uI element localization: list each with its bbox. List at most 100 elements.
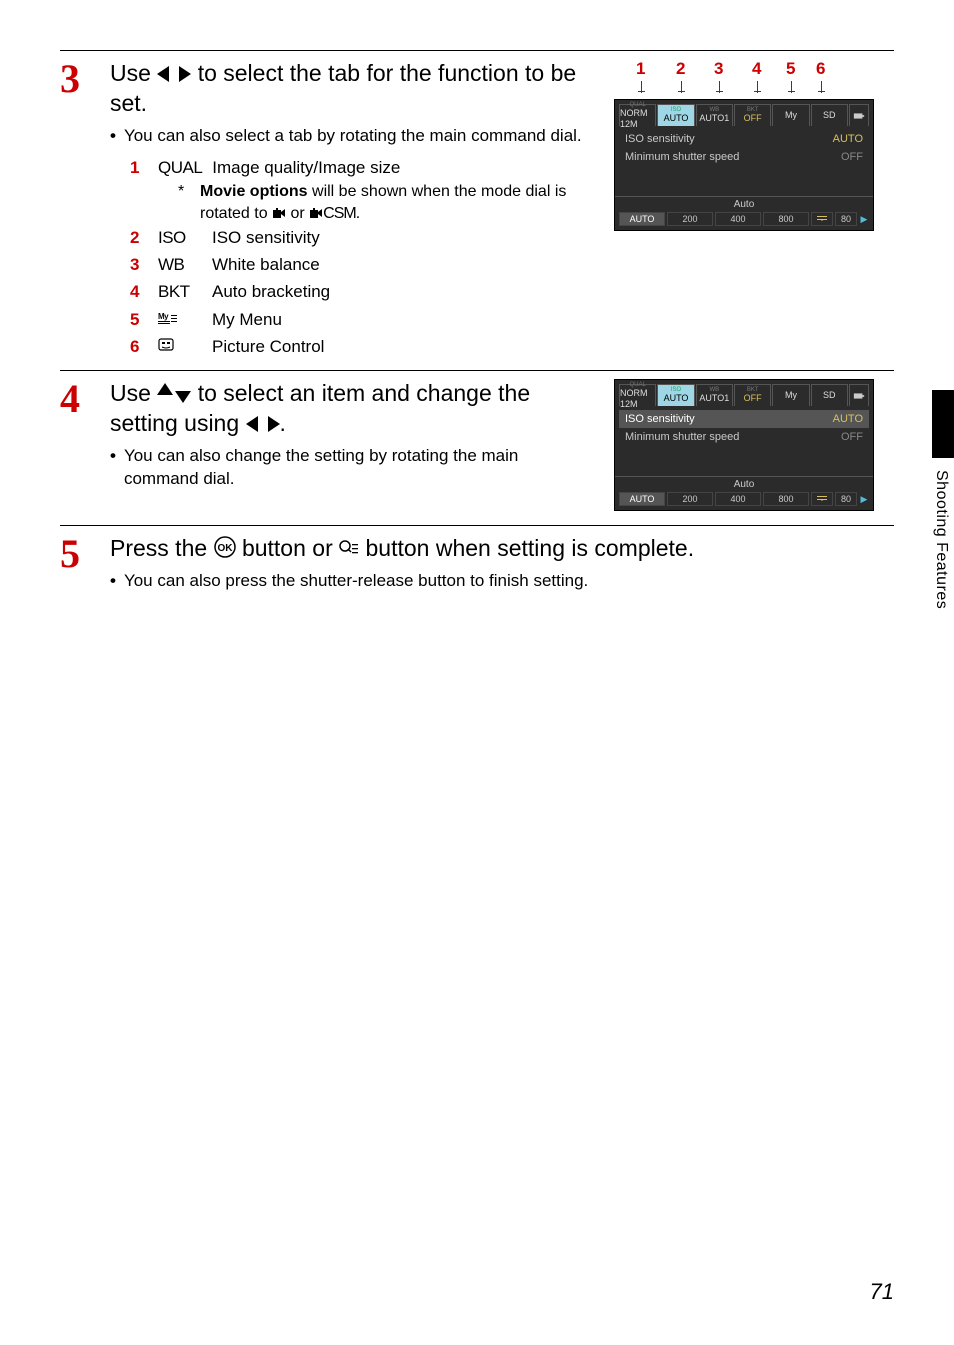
list-item: 1 QUAL Image quality/Image size	[130, 154, 594, 181]
lcd-foot-cell: 800	[763, 212, 809, 226]
lcd-foot-cell	[811, 212, 833, 226]
bullet-dot: •	[110, 445, 116, 491]
lcd-foot-cell: 80	[835, 212, 857, 226]
lcd-foot-cell	[811, 492, 833, 506]
lcd-tab: My	[772, 384, 809, 406]
picture-control-icon	[158, 338, 176, 352]
list-num: 2	[130, 224, 148, 251]
step-3-title: Use to select the tab for the function t…	[110, 59, 594, 119]
bullet-dot: •	[110, 125, 116, 148]
lcd-foot-arrow: ▶	[859, 492, 869, 506]
lcd-tab: QUALNORM 12M	[619, 384, 656, 406]
lcd-panel-1: QUALNORM 12M ISOAUTO WBAUTO1 BKTOFF My S…	[614, 99, 874, 231]
lcd-tab: SD	[811, 384, 848, 406]
lcd-foot-cell: 200	[667, 492, 713, 506]
step-5-bullet: • You can also press the shutter-release…	[110, 570, 894, 593]
left-right-arrows-icon	[157, 65, 191, 83]
lcd-foot-cell: 200	[667, 212, 713, 226]
lcd-tab: QUALNORM 12M	[619, 104, 656, 126]
callout: 2	[676, 59, 685, 79]
step-5: 5 Press the OK button or button when set…	[60, 534, 894, 599]
step-4-bullet-text: You can also change the setting by rotat…	[124, 445, 594, 491]
callout: 4	[752, 59, 761, 79]
step-4-bullet: • You can also change the setting by rot…	[110, 445, 594, 491]
lcd-body: ISO sensitivityAUTO Minimum shutter spee…	[615, 406, 873, 476]
list-item: 5 My My Menu	[130, 306, 594, 333]
list-item: 4 BKT Auto bracketing	[130, 278, 594, 305]
lcd-tab: BKTOFF	[734, 384, 771, 406]
lcd-tab-battery	[849, 104, 869, 126]
lcd-tab: ISOAUTO	[657, 104, 694, 126]
list-text: Picture Control	[212, 333, 324, 360]
movie-icon	[309, 207, 323, 219]
lcd-foot-cell: AUTO	[619, 492, 665, 506]
step-5-title-a: Press the	[110, 535, 214, 561]
lcd-foot-title: Auto	[619, 479, 869, 492]
lcd-foot-title: Auto	[619, 199, 869, 212]
lcd-callouts: 1 2 3 4 5 6	[614, 59, 894, 99]
bullet-dot: •	[110, 570, 116, 593]
lcd-tab: WBAUTO1	[696, 384, 733, 406]
callout: 5	[786, 59, 795, 79]
lcd-foot-cell: 400	[715, 492, 761, 506]
list-item: 6 Picture Control	[130, 333, 594, 360]
lcd-tabs: QUALNORM 12M ISOAUTO WBAUTO1 BKTOFF My S…	[615, 380, 873, 406]
lcd-tab: ISOAUTO	[657, 384, 694, 406]
star-note: * Movie options will be shown when the m…	[178, 181, 594, 224]
list-item: 2 ISO ISO sensitivity	[130, 224, 594, 251]
lcd-foot-cell: 80	[835, 492, 857, 506]
step-3-bullet-text: You can also select a tab by rotating th…	[124, 125, 582, 148]
up-down-arrows-icon	[157, 383, 191, 403]
lcd-panel-2: QUALNORM 12M ISOAUTO WBAUTO1 BKTOFF My S…	[614, 379, 874, 511]
list-num: 3	[130, 251, 148, 278]
side-tab-marker	[932, 390, 954, 458]
rule-top	[60, 50, 894, 51]
lcd-foot-arrow: ▶	[859, 212, 869, 226]
step-5-number: 5	[60, 534, 90, 574]
callout: 1	[636, 59, 645, 79]
lcd-tab: SD	[811, 104, 848, 126]
step-5-title-c: button when setting is complete.	[366, 535, 695, 561]
svg-text:My: My	[158, 312, 169, 321]
list-num: 5	[130, 306, 148, 333]
lcd-tabs: QUALNORM 12M ISOAUTO WBAUTO1 BKTOFF My S…	[615, 100, 873, 126]
step-3-title-a: Use	[110, 60, 157, 86]
movie-icon	[272, 207, 286, 219]
list-text: Image quality/Image size	[212, 154, 400, 181]
list-num: 1	[130, 154, 148, 181]
star-csm: CSM	[323, 205, 356, 222]
star-or: or	[286, 205, 309, 222]
list-text: My Menu	[212, 306, 282, 333]
lcd-tab: WBAUTO1	[696, 104, 733, 126]
step-4-number: 4	[60, 379, 90, 419]
side-tab: Shooting Features	[926, 390, 954, 690]
mymenu-icon: My	[158, 311, 178, 325]
lcd-footer: Auto AUTO 200 400 800 80 ▶	[615, 196, 873, 230]
lcd-foot-cell: 400	[715, 212, 761, 226]
rule-mid2	[60, 525, 894, 526]
step-4-title-c: .	[280, 410, 286, 436]
list-sym: QUAL	[158, 154, 202, 181]
page-number: 71	[870, 1279, 894, 1305]
rule-mid1	[60, 370, 894, 371]
step-4: 4 Use to select an item and change the s…	[60, 379, 894, 511]
list-item: 3 WB White balance	[130, 251, 594, 278]
step-3-figure: 1 2 3 4 5 6 QUALNORM 12M ISOAUTO WBAUTO1…	[614, 59, 894, 231]
lcd-tab: BKTOFF	[734, 104, 771, 126]
step-4-title-a: Use	[110, 380, 157, 406]
lcd-row: Minimum shutter speedOFF	[619, 148, 869, 166]
ok-button-icon: OK	[214, 536, 236, 558]
callout: 3	[714, 59, 723, 79]
step-4-figure: QUALNORM 12M ISOAUTO WBAUTO1 BKTOFF My S…	[614, 379, 894, 511]
svg-text:OK: OK	[217, 543, 233, 554]
step-5-title: Press the OK button or button when setti…	[110, 534, 894, 564]
list-text: Auto bracketing	[212, 278, 330, 305]
list-num: 4	[130, 278, 148, 305]
list-text: ISO sensitivity	[212, 224, 320, 251]
lcd-body: ISO sensitivityAUTO Minimum shutter spee…	[615, 126, 873, 196]
step-3-number: 3	[60, 59, 90, 99]
lcd-foot-cell: 800	[763, 492, 809, 506]
lcd-row: ISO sensitivityAUTO	[619, 410, 869, 428]
step-4-title: Use to select an item and change the set…	[110, 379, 594, 439]
lcd-row: ISO sensitivityAUTO	[619, 130, 869, 148]
